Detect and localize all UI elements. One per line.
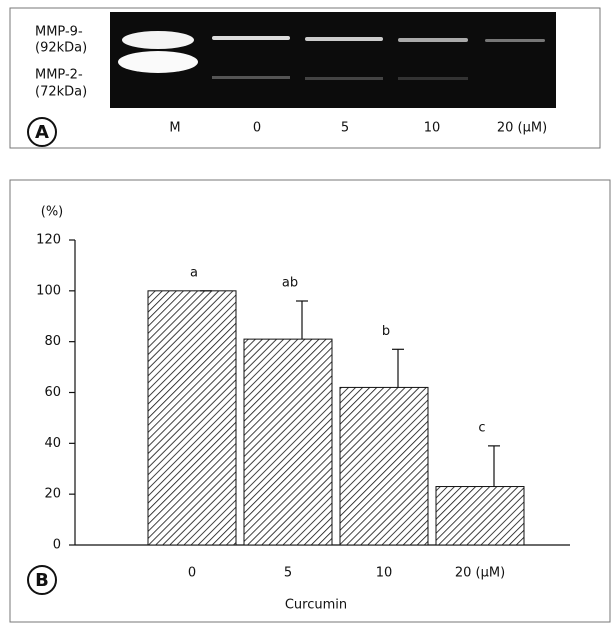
annotation: b: [382, 324, 390, 339]
y-tick-label: 60: [44, 385, 61, 400]
annotation: c: [478, 420, 485, 435]
lane-label: 10: [424, 121, 441, 136]
lane-label: 20 (μM): [497, 121, 547, 136]
lane-label: 0: [253, 121, 261, 136]
lane-label: M: [169, 121, 180, 136]
bar: [340, 387, 428, 545]
bar: [436, 487, 524, 545]
band-label: MMP-2-: [35, 68, 83, 83]
panel-label: B: [35, 570, 49, 591]
band-label: (72kDa): [35, 85, 87, 100]
bar: [244, 339, 332, 545]
x-tick-label: 0: [188, 566, 196, 581]
band-label: MMP-9-: [35, 25, 83, 40]
panel-label: A: [35, 122, 49, 143]
annotation: ab: [282, 276, 298, 291]
x-tick-label: 5: [284, 566, 292, 581]
y-tick-label: 40: [44, 436, 61, 451]
band-label: (92kDa): [35, 41, 87, 56]
x-tick-label: 10: [376, 566, 393, 581]
bar: [148, 291, 236, 545]
x-tick-label: 20 (μM): [455, 566, 505, 581]
y-tick-label: 0: [53, 538, 61, 553]
x-axis-label: Curcumin: [285, 598, 347, 613]
y-tick-label: 120: [36, 233, 61, 248]
y-axis-label: (%): [41, 205, 64, 220]
annotation: a: [190, 265, 198, 280]
figure: MMP-9- (92kDa) MMP-2- (72kDa) A M 0 5 10…: [0, 0, 611, 623]
y-tick-label: 100: [36, 283, 61, 298]
y-tick-label: 20: [44, 487, 61, 502]
lane-label: 5: [341, 121, 349, 136]
y-tick-label: 80: [44, 334, 61, 349]
